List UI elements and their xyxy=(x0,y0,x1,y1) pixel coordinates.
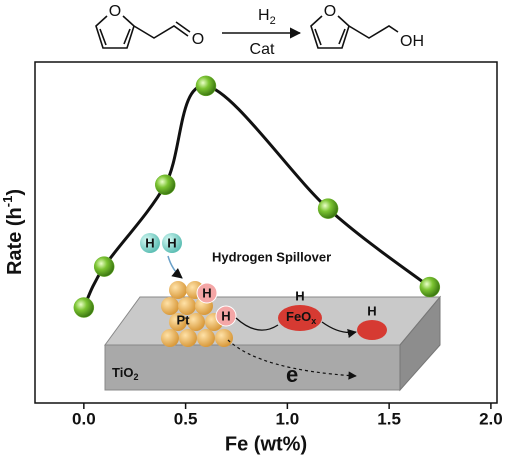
hydroxyl: OH xyxy=(400,33,424,50)
adsorb-arrow xyxy=(167,255,183,279)
data-point xyxy=(195,75,217,97)
ring-oxygen: O xyxy=(324,3,336,20)
x-axis-label: Fe (wt%) xyxy=(225,433,307,455)
support-side xyxy=(399,295,441,392)
spillover-arrow xyxy=(321,321,357,338)
feox-subscript: x xyxy=(311,316,316,326)
h-label: H xyxy=(367,303,376,318)
feox-label: FeOx xyxy=(286,309,316,326)
product-structure xyxy=(310,15,399,49)
data-line xyxy=(82,84,431,309)
electron-arrow xyxy=(227,339,357,380)
y-axis-label: Rate (h-1) xyxy=(0,189,26,275)
h-on-feox xyxy=(357,320,387,340)
h-atom xyxy=(215,305,237,327)
h2-label: H xyxy=(167,235,176,250)
h2-atom xyxy=(162,233,182,253)
electron-label: e xyxy=(286,362,298,387)
x-tick-label: 1.5 xyxy=(377,409,401,428)
carbonyl-oxygen: O xyxy=(192,31,204,48)
y-label-sup: -1 xyxy=(0,196,15,208)
support-subscript: 2 xyxy=(133,372,138,382)
data-point xyxy=(155,174,176,196)
reactant-structure xyxy=(95,15,191,49)
support-label: TiO2 xyxy=(112,365,138,382)
x-tick-label: 0.5 xyxy=(174,409,198,428)
pt-label: Pt xyxy=(177,312,191,327)
support-front xyxy=(104,344,401,391)
spillover-label: Hydrogen Spillover xyxy=(212,249,331,264)
x-tick-label: 1.0 xyxy=(276,409,300,428)
support-top xyxy=(104,296,442,346)
feox-text: FeO xyxy=(286,309,311,324)
data-point xyxy=(73,297,95,318)
catalyst-illustration xyxy=(104,233,442,392)
spillover-path xyxy=(235,317,279,331)
data-point xyxy=(93,256,115,277)
h2-atom xyxy=(140,233,160,253)
x-tick-label: 2.0 xyxy=(479,409,503,428)
reaction-scheme xyxy=(95,15,399,49)
plot-frame xyxy=(34,61,498,404)
reagent: H2 xyxy=(258,7,276,27)
support-text: TiO xyxy=(112,365,133,380)
y-label-text: Rate (h xyxy=(4,207,26,275)
h-label: H xyxy=(295,288,304,303)
h-atom xyxy=(196,282,218,304)
h2-label: H xyxy=(145,235,154,250)
data-point xyxy=(419,276,441,298)
x-tick-label: 0.0 xyxy=(72,409,96,428)
reagent-subscript: 2 xyxy=(270,15,276,27)
h-label: H xyxy=(221,308,230,323)
reagent-symbol: H xyxy=(258,7,270,24)
ring-oxygen: O xyxy=(109,3,121,20)
y-label-end: ) xyxy=(4,189,26,196)
data-point xyxy=(317,198,339,219)
feox-particle xyxy=(278,305,322,331)
catalyst: Cat xyxy=(250,41,275,58)
pt-cluster xyxy=(161,281,233,347)
h-label: H xyxy=(202,285,211,300)
